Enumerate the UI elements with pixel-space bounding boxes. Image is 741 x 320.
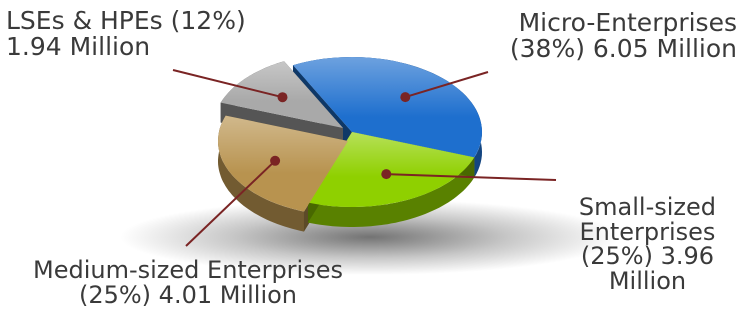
leader-dot-small-sized-enterprises — [381, 169, 392, 180]
label-micro-line-1: Micro-Enterprises — [518, 8, 737, 37]
leader-line-lses-hpes — [172, 69, 283, 99]
leader-line-micro-enterprises — [405, 71, 489, 99]
leader-dot-lses-hpes — [277, 92, 288, 103]
label-medium-line-1: Medium-sized Enterprises — [33, 256, 343, 284]
label-lses-line-2: 1.94 Million — [6, 32, 151, 62]
label-small-sized-enterprises: Small-sized Enterprises (25%) 3.96 Milli… — [579, 195, 716, 294]
pie-slice-side-small-sized-enterprises — [308, 157, 475, 227]
label-small-line-3: (25%) 3.96 — [580, 242, 715, 271]
label-medium-sized-enterprises: Medium-sized Enterprises (25%) 4.01 Mill… — [10, 256, 366, 310]
label-small-line-1: Small-sized — [578, 193, 716, 221]
label-small-line-4: Million — [608, 267, 687, 296]
leader-dot-micro-enterprises — [400, 92, 411, 103]
label-medium-line-2: (25%) 4.01 Million — [78, 281, 298, 310]
leader-line-medium-sized-enterprises — [185, 160, 276, 247]
leader-dot-medium-sized-enterprises — [270, 155, 281, 166]
leader-line-small-sized-enterprises — [386, 173, 557, 181]
pie-slice-side-medium-sized-enterprises — [218, 115, 304, 232]
label-micro-enterprises: Micro-Enterprises (38%) 6.05 Million — [509, 8, 737, 64]
label-lses-hpes: LSEs & HPEs (12%) 1.94 Million — [6, 6, 246, 62]
label-micro-line-2: (38%) 6.05 Million — [509, 34, 737, 64]
pie-slice-highlight-medium-sized-enterprises — [218, 115, 348, 212]
pie-slice-highlight-small-sized-enterprises — [308, 132, 475, 208]
label-lses-line-1: LSEs & HPEs (12%) — [6, 6, 246, 35]
label-small-line-2: Enterprises — [579, 217, 716, 246]
pie-slice-highlight-micro-enterprises — [293, 57, 482, 158]
pie-shadow — [120, 199, 620, 275]
